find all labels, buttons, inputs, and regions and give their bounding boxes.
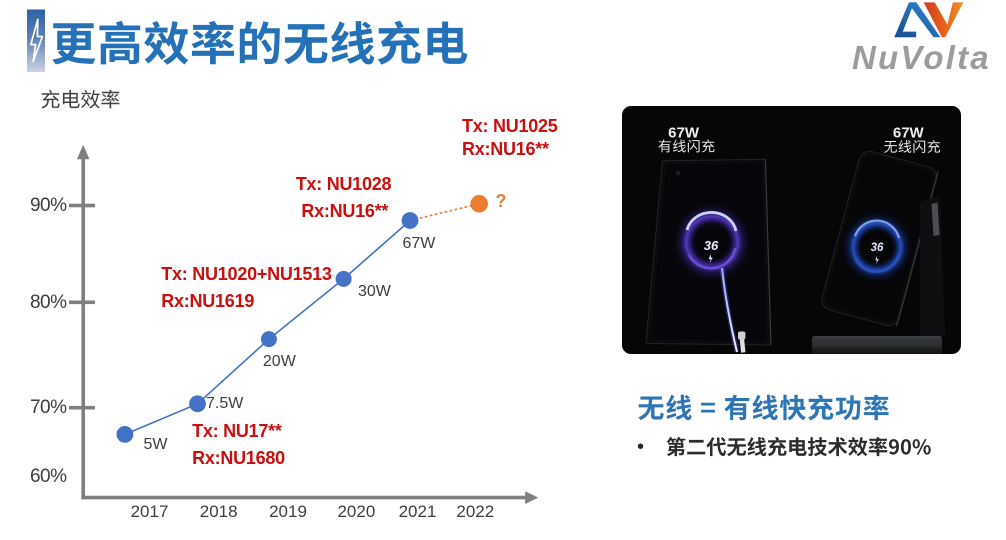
svg-text:67W: 67W xyxy=(668,125,700,142)
svg-text:36: 36 xyxy=(871,242,884,254)
svg-text:36: 36 xyxy=(704,238,719,253)
svg-text:67W: 67W xyxy=(893,125,925,142)
